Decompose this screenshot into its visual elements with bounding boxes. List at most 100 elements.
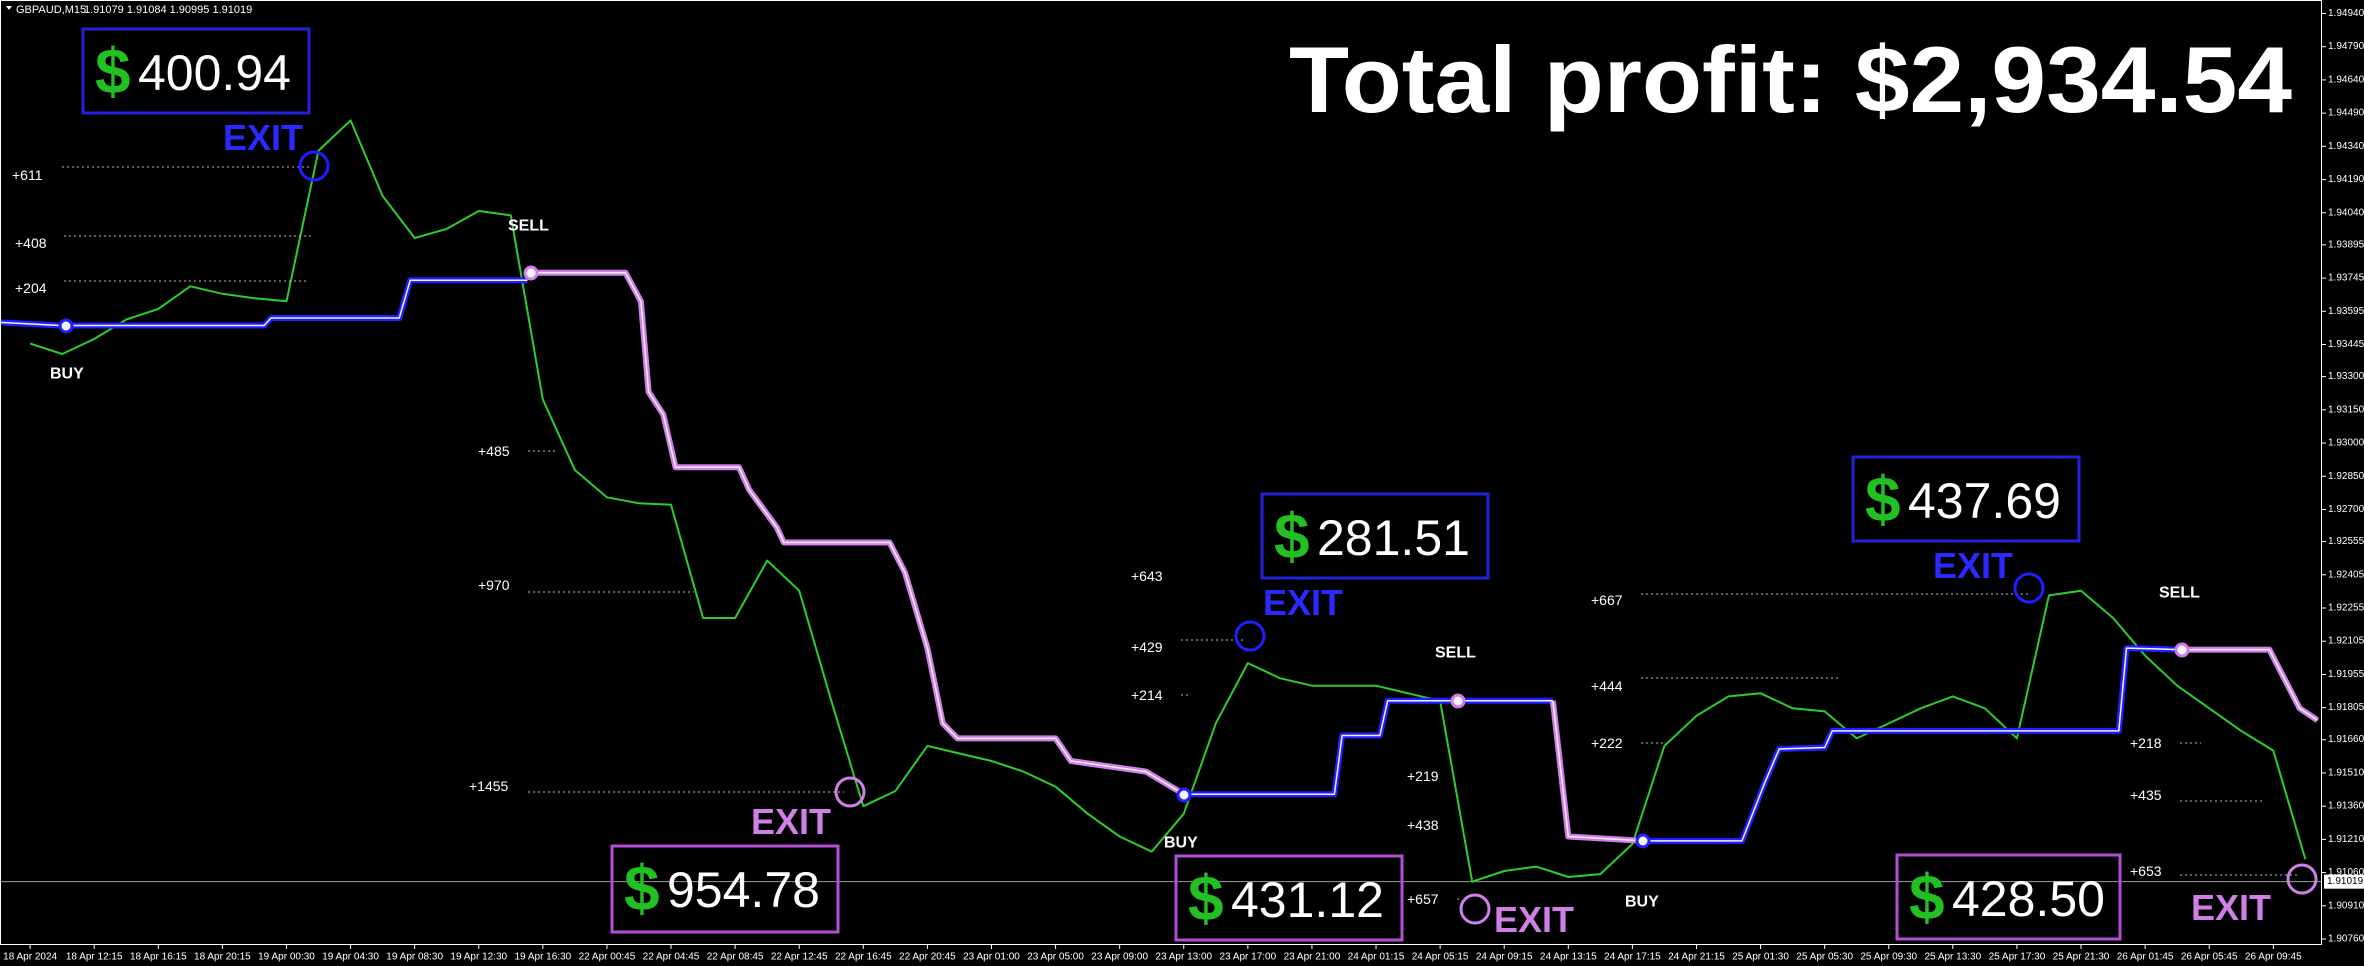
price-tag	[2324, 874, 2364, 889]
exit-label: EXIT	[1933, 545, 2013, 586]
y-tick-label: 1.90760	[2328, 934, 2364, 945]
y-tick-label: 1.93895	[2328, 239, 2364, 250]
profit-amount: 428.50	[1952, 871, 2105, 927]
exit-label: EXIT	[751, 801, 831, 842]
y-tick-label: 1.93745	[2328, 273, 2364, 284]
exit-label: EXIT	[1494, 899, 1574, 940]
level-label: +438	[1407, 817, 1439, 833]
x-tick-label: 25 Apr 13:30	[1924, 952, 1981, 963]
exit-circle	[1234, 620, 1266, 652]
x-tick-label: 23 Apr 13:00	[1155, 952, 1212, 963]
x-tick-label: 25 Apr 05:30	[1796, 952, 1853, 963]
y-tick-label: 1.94040	[2328, 207, 2364, 218]
level-label: +214	[1131, 687, 1163, 703]
exit-label: EXIT	[2191, 887, 2271, 928]
x-tick-label: 22 Apr 20:45	[899, 952, 956, 963]
x-tick-label: 18 Apr 12:15	[66, 952, 123, 963]
y-tick-label: 1.94640	[2328, 74, 2364, 85]
x-tick-label: 26 Apr 09:45	[2245, 952, 2302, 963]
signal-label: BUY	[50, 366, 84, 383]
y-tick-label: 1.92105	[2328, 636, 2364, 647]
level-label: +611	[12, 167, 43, 183]
signal-label: SELL	[508, 218, 549, 235]
signal-label: BUY	[1625, 894, 1659, 911]
signal-dot	[1176, 787, 1192, 803]
level-label: +218	[2130, 735, 2162, 751]
x-tick-label: 26 Apr 05:45	[2181, 952, 2238, 963]
y-tick-label: 1.91060	[2328, 867, 2364, 878]
levels: +611 +408 +204 +485 +970 +1455 +643 +429…	[12, 166, 2300, 907]
level-label: +485	[478, 443, 510, 459]
x-tick-label: 19 Apr 08:30	[386, 952, 443, 963]
x-tick-label: 24 Apr 21:15	[1668, 952, 1725, 963]
signal-label: SELL	[1435, 645, 1476, 662]
x-tick-label: 24 Apr 01:15	[1348, 952, 1405, 963]
level-label: +219	[1407, 768, 1439, 784]
profit-box	[1851, 455, 2081, 543]
y-tick-label: 1.91955	[2328, 669, 2364, 680]
profit-amount: 954.78	[667, 862, 820, 918]
exit-label: EXIT	[1263, 582, 1343, 623]
signal-dots	[58, 265, 2190, 849]
profit-box	[1895, 853, 2122, 941]
level-label: +657	[1407, 891, 1439, 907]
menu-arrow[interactable]	[6, 6, 12, 10]
x-tick-label: 25 Apr 17:30	[1989, 952, 2046, 963]
y-tick-label: 1.92405	[2328, 569, 2364, 580]
x-tick-label: 19 Apr 16:30	[514, 952, 571, 963]
exit-circles	[298, 150, 2318, 925]
currency: $	[95, 35, 131, 107]
profit-amount: 437.69	[1908, 473, 2061, 529]
profit-box	[1174, 854, 1404, 942]
x-tick-label: 24 Apr 09:15	[1476, 952, 1533, 963]
currency: $	[1188, 862, 1224, 934]
x-tick-label: 19 Apr 12:30	[450, 952, 507, 963]
profit-box	[610, 844, 840, 934]
currency: $	[1274, 500, 1310, 572]
signal-dot	[1450, 693, 1466, 709]
y-tick-label: 1.93445	[2328, 339, 2364, 350]
y-tick-label: 1.92555	[2328, 536, 2364, 547]
signal-dot	[2174, 642, 2190, 658]
level-label: +408	[15, 235, 47, 251]
profit-box	[81, 27, 311, 115]
exit-circle	[1459, 893, 1491, 925]
plot-frame	[0, 0, 2322, 945]
exit-circle	[834, 776, 866, 808]
profit-amount: 281.51	[1317, 510, 1470, 566]
level-label: +444	[1591, 678, 1623, 694]
currency: $	[1909, 861, 1945, 933]
stop-line-core	[527, 272, 1185, 795]
y-tick-label: 1.91805	[2328, 702, 2364, 713]
y-tick-label: 1.94190	[2328, 174, 2364, 185]
stop-line-core	[1552, 700, 1644, 842]
y-tick-label: 1.92255	[2328, 603, 2364, 614]
y-tick-label: 1.94340	[2328, 141, 2364, 152]
x-tick-label: 23 Apr 21:00	[1284, 952, 1341, 963]
x-tick-label: 22 Apr 16:45	[835, 952, 892, 963]
profit-amount: 431.12	[1231, 872, 1384, 928]
x-tick-label: 23 Apr 09:00	[1091, 952, 1148, 963]
y-tick-label: 1.91360	[2328, 801, 2364, 812]
y-tick-label: 1.92850	[2328, 471, 2364, 482]
x-tick-label: 18 Apr 20:15	[194, 952, 251, 963]
x-tick-label: 19 Apr 00:30	[258, 952, 315, 963]
symbol: GBPAUD,M15	[16, 4, 86, 16]
x-tick-label: 24 Apr 13:15	[1540, 952, 1597, 963]
signal-dot	[58, 318, 74, 334]
currency: $	[624, 852, 660, 924]
y-tick-label: 1.90910	[2328, 900, 2364, 911]
y-tick-label: 1.94490	[2328, 108, 2364, 119]
currency: $	[1865, 463, 1901, 535]
y-tick-label: 1.92700	[2328, 504, 2364, 515]
y-tick-label: 1.94790	[2328, 41, 2364, 52]
level-label: +1455	[469, 778, 509, 794]
total-profit: Total profit: $2,934.54	[1289, 27, 2292, 132]
profit-amount: 400.94	[138, 45, 291, 101]
x-tick-label: 23 Apr 05:00	[1027, 952, 1084, 963]
y-tick-label: 1.93300	[2328, 371, 2364, 382]
x-tick-label: 23 Apr 17:00	[1219, 952, 1276, 963]
quote: 1.91079 1.91084 1.90995 1.91019	[84, 4, 252, 16]
